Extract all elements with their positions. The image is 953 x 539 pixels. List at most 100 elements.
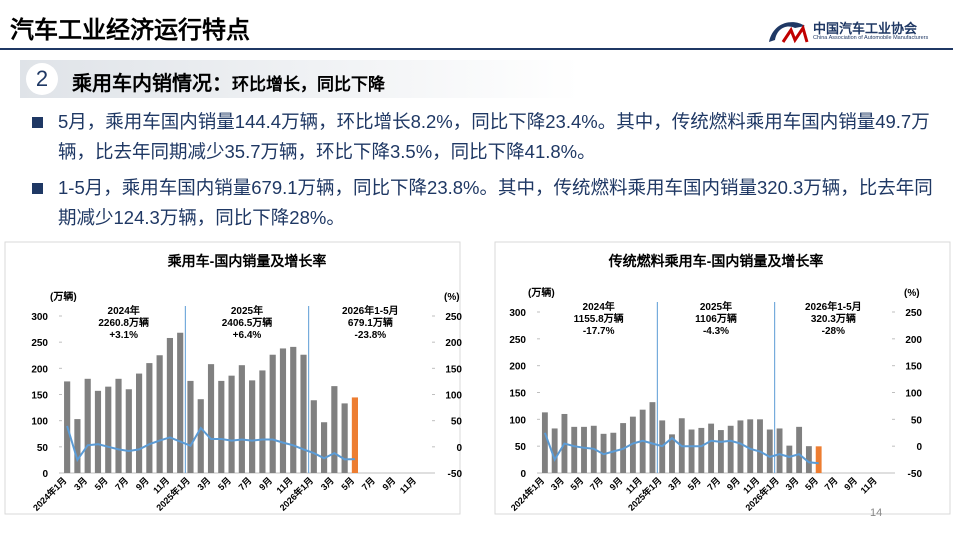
line bbox=[66, 425, 355, 463]
bar bbox=[84, 378, 91, 473]
bar bbox=[74, 419, 81, 473]
annotation: 2024年 bbox=[108, 304, 140, 317]
bar bbox=[94, 390, 102, 473]
logo-cn: 中国汽车工业协会 bbox=[813, 21, 918, 36]
bar bbox=[571, 426, 578, 473]
annotation: +3.1% bbox=[109, 330, 138, 341]
slide-title: 汽车工业经济运行特点 bbox=[10, 17, 250, 44]
chart-title: 乘用车-国内销量及增长率 bbox=[167, 253, 327, 269]
bar bbox=[610, 432, 617, 473]
bar bbox=[290, 346, 297, 473]
annotation: 2406.5万辆 bbox=[222, 316, 273, 329]
bar bbox=[815, 446, 822, 473]
annotation: -4.3% bbox=[703, 326, 729, 337]
logo-en: China Association of Automobile Manufact… bbox=[813, 35, 929, 41]
bar bbox=[669, 434, 675, 473]
bar bbox=[766, 429, 773, 473]
bar bbox=[737, 420, 744, 473]
bar bbox=[688, 429, 695, 473]
annotation: -17.7% bbox=[583, 326, 615, 337]
bar bbox=[125, 389, 132, 473]
bar bbox=[156, 355, 163, 473]
bar bbox=[207, 364, 215, 473]
section-number: 2 bbox=[26, 63, 58, 95]
chart-title: 传统燃料乘用车-国内销量及增长率 bbox=[608, 253, 824, 269]
y2-unit: (%) bbox=[904, 288, 920, 299]
page-number: 14 bbox=[870, 507, 883, 519]
y-tick-label: 50 bbox=[37, 443, 49, 454]
bar bbox=[146, 363, 153, 473]
annotation: 1106万辆 bbox=[695, 312, 737, 325]
bar bbox=[698, 427, 705, 473]
logo-mark bbox=[769, 22, 809, 44]
y2-tick-label: 50 bbox=[451, 417, 463, 428]
y2-tick-label: 100 bbox=[445, 391, 462, 402]
annotation: 2024年 bbox=[583, 300, 615, 313]
bar bbox=[269, 354, 276, 473]
y2-tick-label: 250 bbox=[905, 308, 922, 319]
y2-tick-label: 250 bbox=[445, 312, 462, 323]
bar bbox=[238, 365, 245, 473]
bar bbox=[805, 446, 812, 473]
bar bbox=[747, 419, 754, 473]
y2-unit: (%) bbox=[444, 292, 460, 303]
bar bbox=[351, 397, 358, 473]
bar bbox=[331, 386, 338, 473]
y-tick-label: 50 bbox=[515, 442, 527, 453]
bar bbox=[310, 400, 317, 473]
y2-tick-label: 200 bbox=[445, 338, 462, 349]
annotation: 2026年1-5月 bbox=[342, 304, 399, 317]
bar bbox=[249, 380, 256, 473]
bar bbox=[341, 403, 348, 473]
y-tick-label: 200 bbox=[509, 362, 526, 373]
y-tick-label: 250 bbox=[509, 335, 526, 346]
annotation: 2025年 bbox=[231, 304, 263, 317]
bar bbox=[786, 445, 793, 473]
bar bbox=[581, 426, 587, 473]
annotation: +6.4% bbox=[233, 330, 262, 341]
bar bbox=[757, 419, 763, 473]
charts: 乘用车-国内销量及增长率 (万辆) (%) 0 50 100 150 200 250 300 -50… bbox=[4, 241, 951, 515]
bar bbox=[218, 380, 225, 473]
y2-tick-label: 0 bbox=[456, 443, 462, 454]
section-title-main: 乘用车内销情况： bbox=[72, 73, 232, 95]
y-tick-label: 100 bbox=[31, 417, 48, 428]
bullet: 1-5月，乘用车国内销量679.1万辆，同比下降23.8%。其中，传统燃料乘用车… bbox=[32, 173, 933, 233]
y-tick-label: 200 bbox=[31, 364, 48, 375]
y-tick-label: 150 bbox=[31, 391, 48, 402]
bar bbox=[796, 426, 803, 473]
y2-tick-label: 150 bbox=[905, 362, 922, 373]
annotation: 2260.8万辆 bbox=[98, 316, 149, 329]
annotation: -23.8% bbox=[354, 330, 386, 341]
y2-tick-label: -50 bbox=[448, 469, 463, 480]
bar bbox=[228, 375, 235, 473]
y2-tick-label: 200 bbox=[905, 335, 922, 346]
y-tick-label: 300 bbox=[31, 312, 48, 323]
annotation: 2026年1-5月 bbox=[805, 300, 862, 313]
bar bbox=[259, 370, 266, 473]
bar bbox=[187, 380, 194, 473]
bar bbox=[115, 378, 122, 473]
bar bbox=[177, 332, 184, 473]
y2-tick-label: -50 bbox=[908, 469, 923, 480]
bar bbox=[717, 430, 724, 473]
divider bbox=[0, 48, 953, 50]
y2-tick-label: 150 bbox=[445, 364, 462, 375]
y2-tick-label: 0 bbox=[916, 442, 922, 453]
section-title: 乘用车内销情况：环比增长，同比下降 bbox=[72, 67, 385, 96]
y-tick-label: 250 bbox=[31, 338, 48, 349]
section-header: 2 乘用车内销情况：环比增长，同比下降 bbox=[20, 60, 580, 98]
bullet: 5月，乘用车国内销量144.4万辆，环比增长8.2%，同比下降23.4%。其中，… bbox=[32, 107, 933, 167]
y-tick-label: 150 bbox=[509, 389, 526, 400]
annotation: 679.1万辆 bbox=[348, 316, 393, 329]
bar bbox=[629, 416, 636, 473]
annotation: -28% bbox=[822, 326, 845, 337]
bar bbox=[300, 354, 307, 473]
bar bbox=[136, 373, 143, 473]
y-tick-label: 300 bbox=[509, 308, 526, 319]
bar bbox=[321, 422, 328, 473]
line bbox=[543, 432, 819, 465]
bar bbox=[105, 386, 112, 473]
bar bbox=[541, 412, 548, 473]
